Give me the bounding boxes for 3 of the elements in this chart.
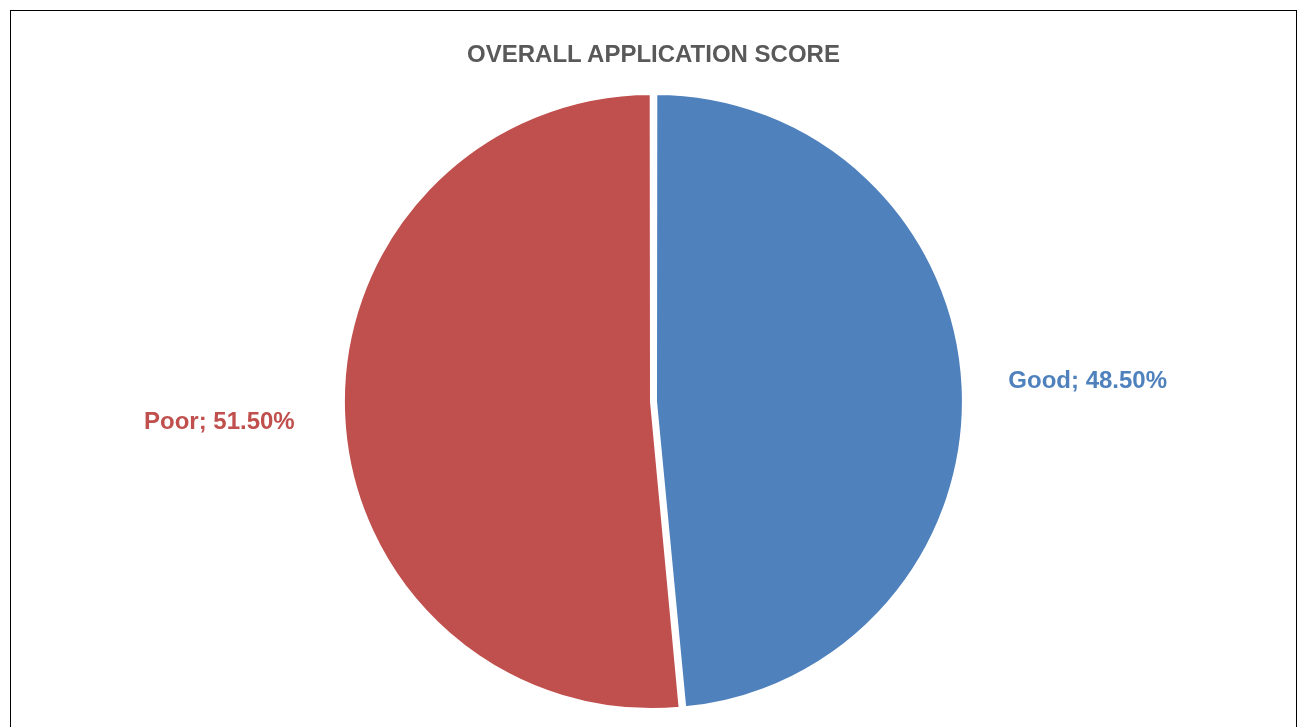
slice-label: Poor; 51.50% (143, 406, 295, 434)
slice-label: Good; 48.50% (1008, 365, 1168, 393)
chart-title: OVERALL APPLICATION SCORE (467, 40, 840, 68)
